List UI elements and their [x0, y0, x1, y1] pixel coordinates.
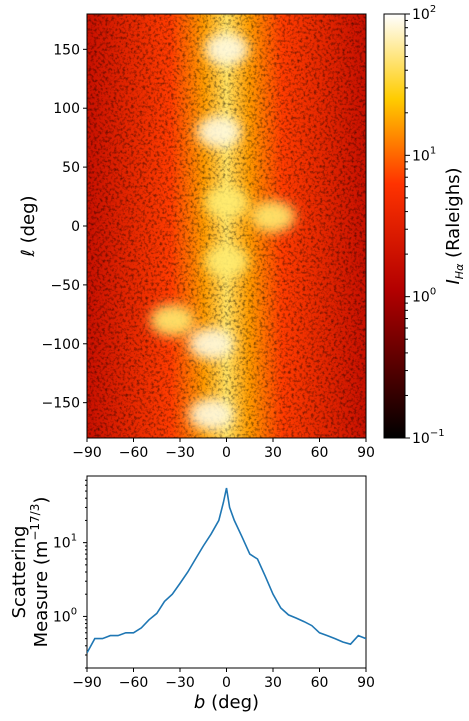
colorbar-label: IHα (Raleighs) [443, 167, 466, 284]
x-tick-label: 60 [311, 445, 329, 461]
colorbar-ticks: 10−1 100 101 102 [405, 4, 445, 447]
x-tick-label: −90 [72, 675, 102, 691]
y-tick-label: −50 [50, 278, 80, 294]
heatmap-panel [87, 14, 366, 438]
x-tick-label: 90 [357, 675, 375, 691]
bright-region [204, 186, 249, 219]
line-y-label-line1: Scattering [9, 526, 30, 619]
bright-region [189, 327, 233, 360]
bright-region [189, 398, 233, 431]
line-plot-area [86, 475, 367, 669]
colorbar-tick-label: 102 [412, 4, 436, 23]
x-tick-label: −90 [72, 445, 102, 461]
heatmap-ticks: −90 −60 −30 0 30 60 90 150 100 50 0 −50 −100 −150 [42, 42, 375, 461]
bright-region [204, 33, 249, 66]
x-tick-label: 90 [357, 445, 375, 461]
heatmap-y-label: ℓ (deg) [18, 195, 39, 257]
colorbar-tick-label: 101 [412, 145, 436, 164]
colorbar-tick-label: 100 [412, 287, 436, 306]
y-tick-label: 50 [62, 160, 80, 176]
bright-region [251, 200, 295, 233]
line-x-label: b (deg) [194, 692, 259, 713]
x-tick-label: −30 [165, 675, 195, 691]
y-tick-label: −150 [42, 396, 80, 412]
x-tick-label: 0 [222, 675, 231, 691]
heatmap-speckle [87, 14, 366, 438]
bright-region [196, 115, 241, 148]
y-tick-label: 100 [53, 101, 80, 117]
x-tick-label: 30 [264, 675, 282, 691]
y-tick-label: 100 [53, 606, 77, 625]
colorbar-tick-label: 10−1 [412, 428, 445, 447]
line-plot-ticks: −90 −60 −30 0 30 60 90 100 101 [53, 479, 375, 691]
x-tick-label: −60 [119, 675, 149, 691]
x-tick-label: −30 [165, 445, 195, 461]
x-tick-label: 30 [264, 445, 282, 461]
y-tick-label: −100 [42, 337, 80, 353]
x-tick-label: 0 [222, 445, 231, 461]
line-y-label: Scattering Measure (m−17/3) [9, 497, 52, 648]
x-tick-label: 60 [311, 675, 329, 691]
bright-region [204, 245, 249, 278]
line-y-label-line2: Measure (m−17/3) [28, 497, 52, 648]
x-tick-label: −60 [119, 445, 149, 461]
y-tick-label: 150 [53, 42, 80, 58]
colorbar [383, 13, 406, 439]
y-tick-label: 0 [71, 219, 80, 235]
scattering-measure-line [87, 487, 366, 654]
y-tick-label: 101 [53, 533, 77, 552]
bright-region [150, 304, 195, 337]
